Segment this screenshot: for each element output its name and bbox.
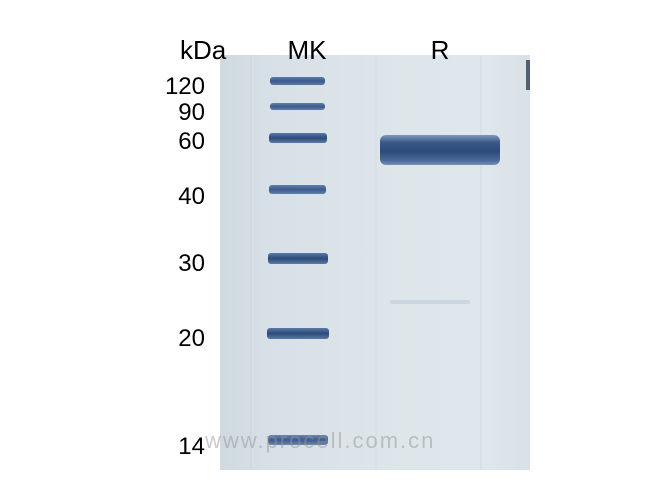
mw-label: 14 xyxy=(145,433,205,461)
marker-band xyxy=(270,103,325,110)
gel-background xyxy=(220,55,530,470)
marker-band xyxy=(268,253,328,264)
mw-label: 90 xyxy=(145,99,205,127)
mw-label: 60 xyxy=(145,128,205,156)
sample-band xyxy=(380,135,500,165)
marker-band xyxy=(269,185,326,194)
mw-label: 120 xyxy=(145,73,205,101)
axis-unit-label: kDa xyxy=(180,35,226,66)
marker-band xyxy=(269,133,327,143)
mw-label: 20 xyxy=(145,325,205,353)
marker-band xyxy=(268,435,328,445)
sample-faint-band xyxy=(390,300,470,304)
marker-band xyxy=(270,77,325,85)
lane-label-sample: R xyxy=(415,35,465,66)
gel-image: kDa MK R 120 90 60 40 30 20 14 www.proce… xyxy=(90,25,580,475)
lane-label-marker: MK xyxy=(282,35,332,66)
mw-label: 30 xyxy=(145,250,205,278)
mw-label: 40 xyxy=(145,183,205,211)
marker-band xyxy=(267,328,329,339)
